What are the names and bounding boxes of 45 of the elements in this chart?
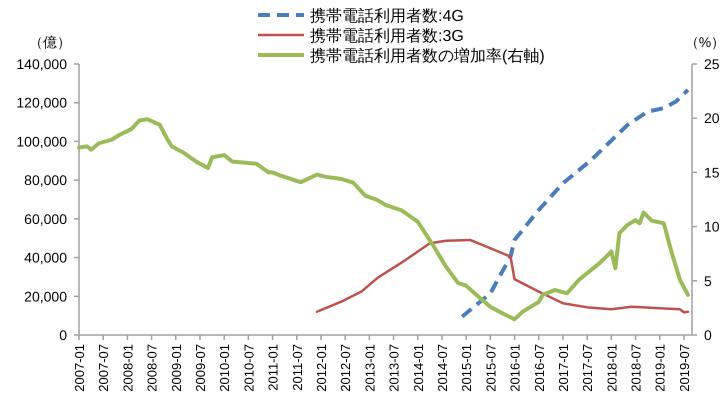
x-tick-label: 2009-01 (168, 344, 184, 392)
y2-tick-label: 10 (704, 218, 720, 235)
y2-tick-label: 5 (704, 272, 712, 289)
x-tick-label: 2019-01 (652, 344, 668, 392)
y-axis-title: （億） (29, 34, 71, 50)
x-tick-label: 2017-01 (556, 344, 571, 392)
x-tick-label: 2011-07 (290, 344, 305, 391)
x-tick-label: 2009-07 (192, 344, 208, 392)
x-tick-label: 2013-01 (362, 344, 378, 392)
y-tick-label: 60,000 (24, 210, 68, 227)
y2-tick-label: 25 (704, 56, 720, 72)
x-tick-label: 2016-07 (532, 344, 547, 392)
x-tick-label: 2015-07 (483, 344, 498, 392)
x-tick-label: 2013-07 (386, 344, 402, 392)
x-tick-label: 2016-01 (508, 344, 523, 392)
x-tick-label: 2007-01 (72, 344, 87, 392)
x-tick-label: 2008-01 (120, 344, 136, 392)
x-tick-label: 2008-07 (144, 344, 160, 392)
x-tick-label: 2017-07 (580, 344, 596, 392)
x-tick-label: 2014-01 (410, 344, 426, 392)
y-tick-label: 40,000 (24, 250, 68, 266)
x-tick-label: 2012-01 (314, 344, 329, 392)
x-tick-label: 2011-01 (266, 344, 281, 391)
y2-tick-label: 20 (704, 110, 720, 126)
y-tick-label: 100,000 (16, 133, 68, 150)
y-tick-label: 80,000 (24, 172, 68, 188)
y2-axis-title: （%） (684, 34, 722, 50)
legend-label: 携帯電話利用者数の増加率(右軸) (310, 47, 545, 65)
x-tick-label: 2019-07 (676, 344, 692, 392)
legend-label: 携帯電話利用者数:4G (310, 7, 464, 25)
y2-tick-label: 15 (704, 164, 720, 180)
x-tick-label: 2012-07 (338, 344, 354, 392)
x-tick-label: 2014-07 (434, 344, 450, 392)
x-tick-label: 2015-01 (459, 344, 474, 392)
x-tick-label: 2018-07 (628, 344, 644, 392)
x-tick-label: 2007-07 (96, 344, 112, 392)
legend-label: 携帯電話利用者数:3G (310, 27, 464, 45)
y2-tick-label: 0 (704, 327, 712, 343)
y-tick-label: 0 (59, 327, 68, 343)
x-tick-label: 2010-07 (241, 344, 256, 392)
y-tick-label: 20,000 (24, 288, 68, 304)
x-tick-label: 2018-01 (604, 344, 620, 392)
x-tick-label: 2010-01 (217, 344, 232, 392)
y-tick-label: 120,000 (16, 94, 68, 111)
y-tick-label: 140,000 (16, 56, 68, 72)
